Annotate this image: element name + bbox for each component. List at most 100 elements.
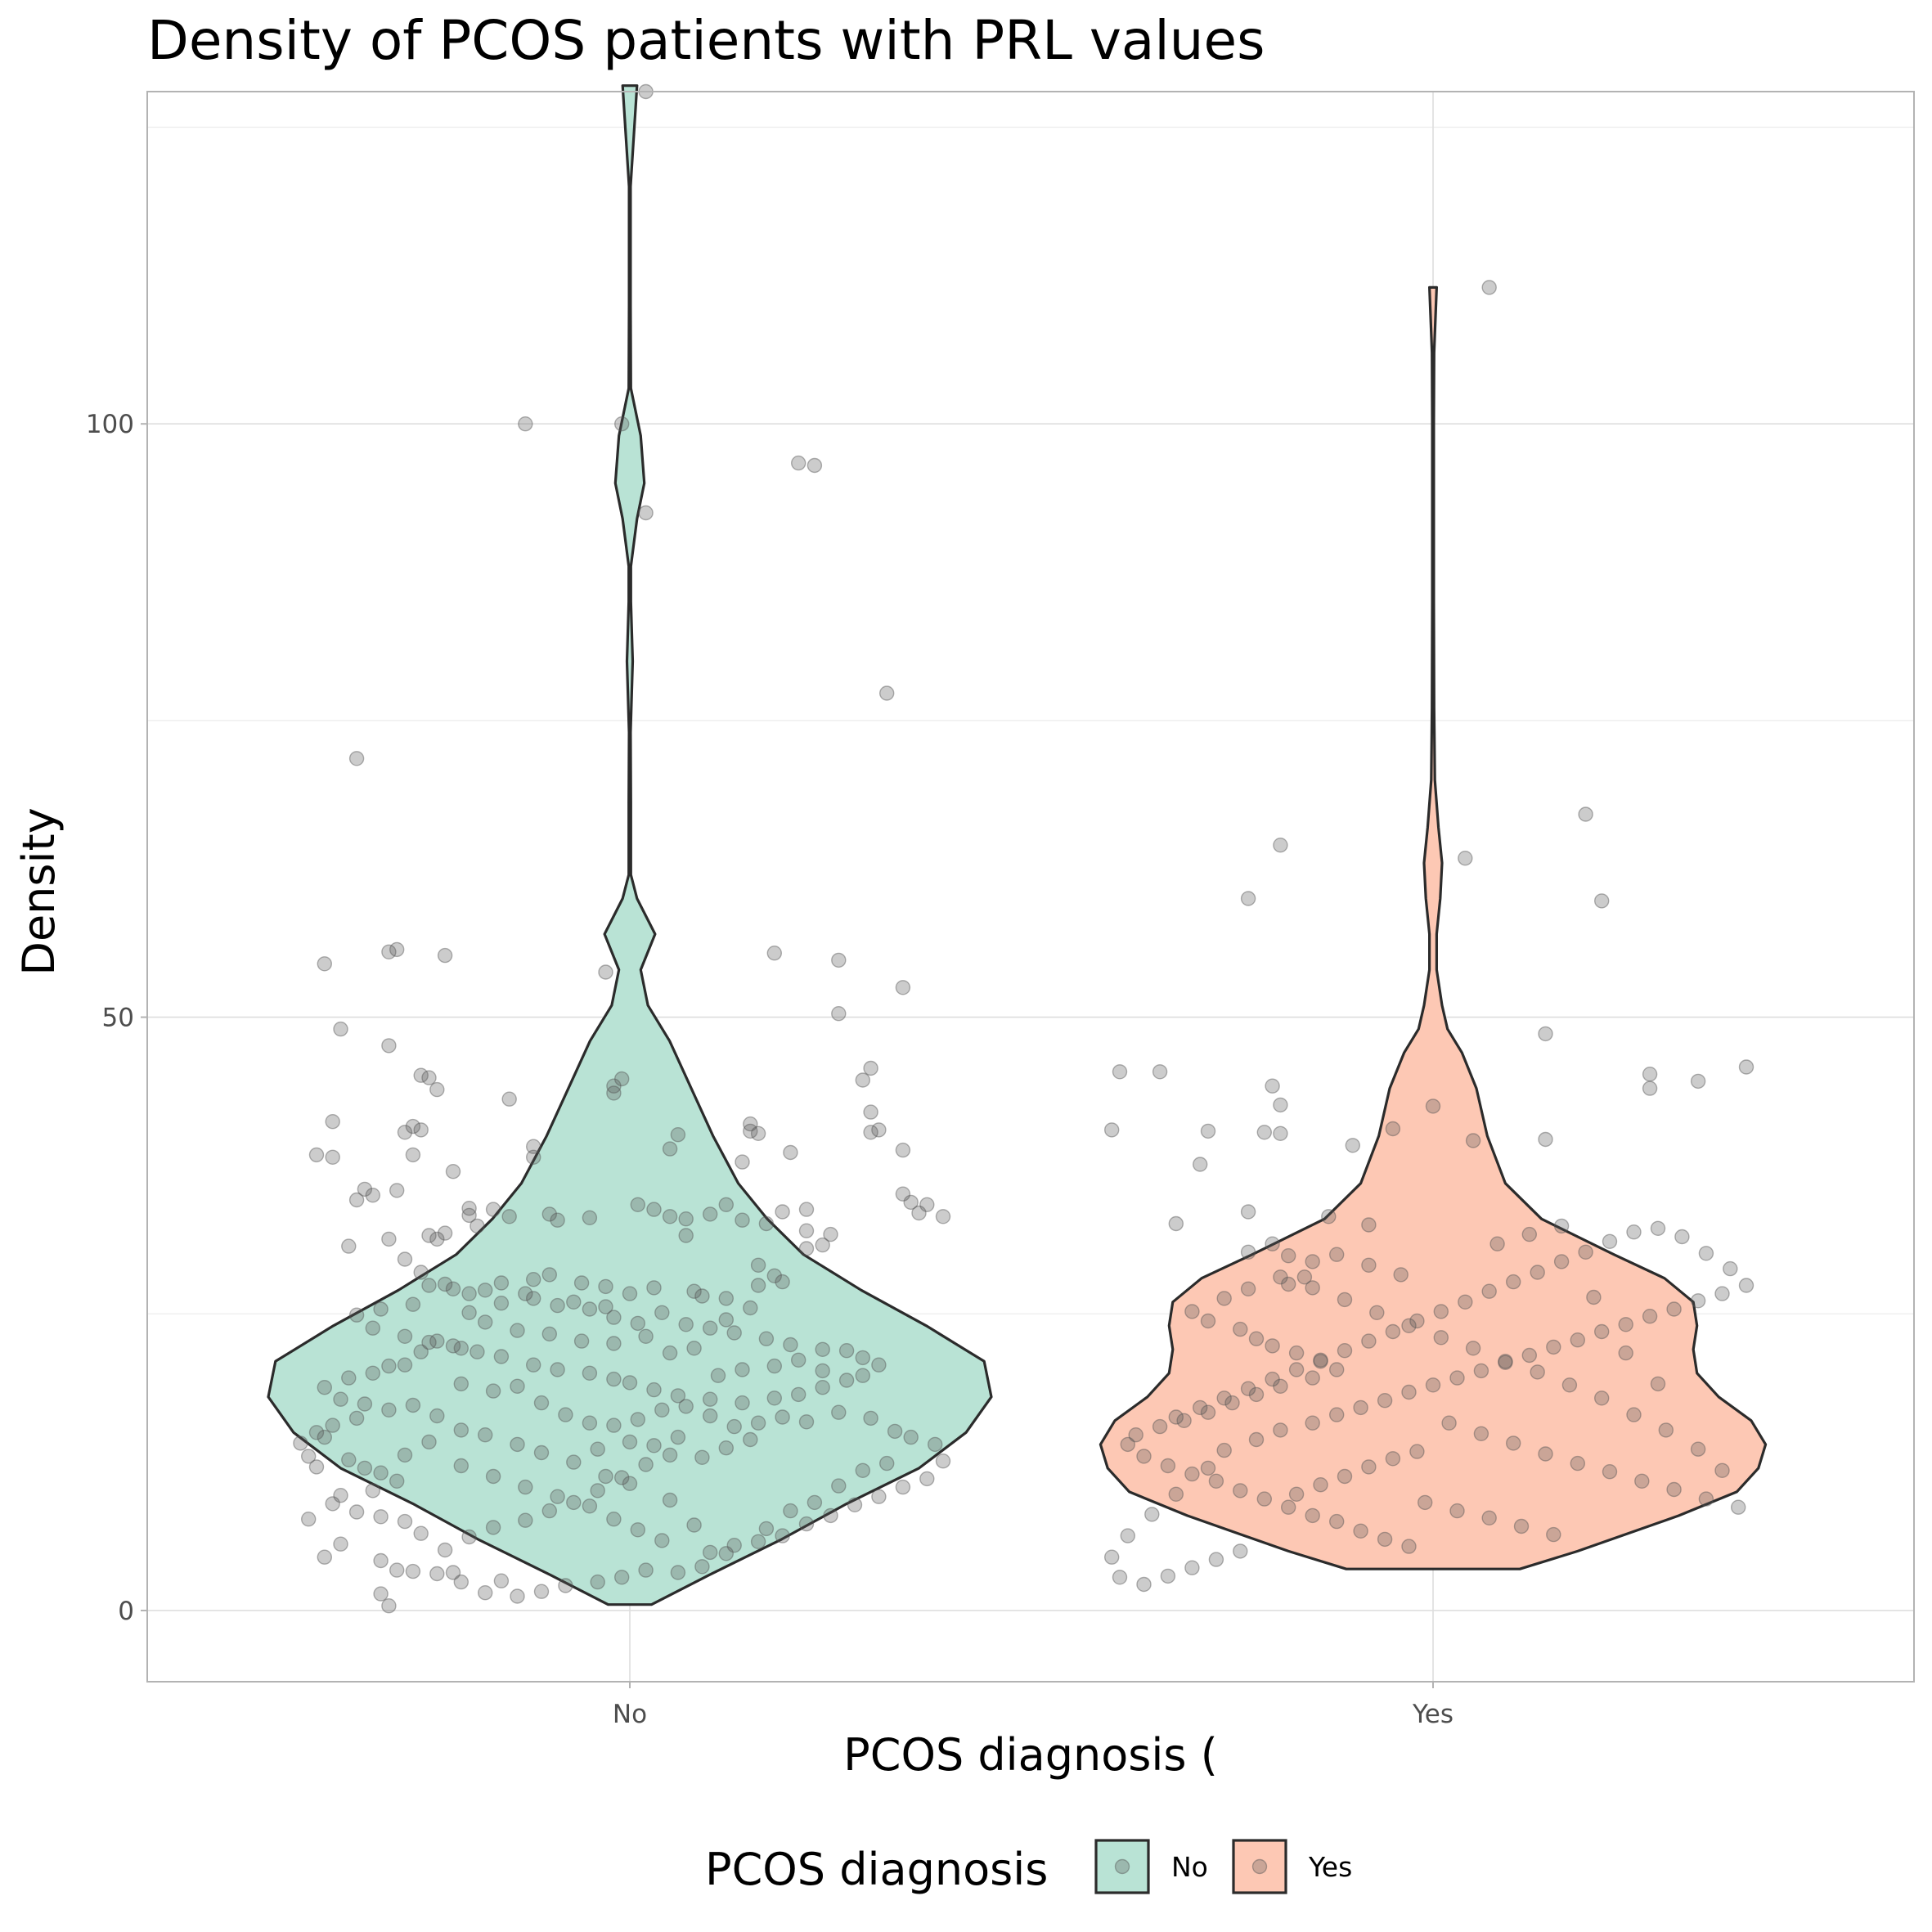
data-point-no <box>381 1038 397 1054</box>
data-point-no <box>622 1375 638 1391</box>
data-point-no <box>775 1204 790 1220</box>
data-point-no <box>758 1215 775 1232</box>
data-point-no <box>735 1395 750 1411</box>
data-point-no <box>798 1202 815 1217</box>
data-point-yes <box>1120 1436 1136 1453</box>
data-point-no <box>743 1431 758 1448</box>
data-point-no <box>325 1149 340 1166</box>
data-point-no <box>638 1328 654 1345</box>
data-point-yes <box>1296 1269 1313 1285</box>
data-point-no <box>703 1206 718 1222</box>
data-point-no <box>317 1379 332 1395</box>
data-point-yes <box>1160 1568 1176 1584</box>
data-point-no <box>686 1341 702 1356</box>
data-point-no <box>437 1225 453 1241</box>
data-point-no <box>766 1358 782 1374</box>
plot-panel <box>146 91 1915 1683</box>
data-point-yes <box>1546 1339 1561 1355</box>
data-point-yes <box>1393 1267 1409 1283</box>
data-point-yes <box>1176 1413 1192 1429</box>
data-point-no <box>413 1344 429 1359</box>
data-point-no <box>766 1268 782 1284</box>
data-point-no <box>614 1071 630 1087</box>
data-point-no <box>541 1206 557 1222</box>
data-point-no <box>919 1471 935 1487</box>
data-point-yes <box>1337 1292 1353 1308</box>
data-point-yes <box>1240 1281 1256 1297</box>
data-point-no <box>333 1487 348 1503</box>
data-point-no <box>662 1209 678 1224</box>
data-point-no <box>429 1081 445 1098</box>
data-point-no <box>863 1104 878 1120</box>
data-point-no <box>703 1544 718 1561</box>
data-point-no <box>630 1315 645 1332</box>
data-point-yes <box>1441 1415 1457 1431</box>
data-point-yes <box>1553 1218 1570 1234</box>
y-axis-title: Density <box>13 807 65 975</box>
violins <box>267 84 1768 1606</box>
data-point-yes <box>1152 1418 1168 1435</box>
data-point-yes <box>1546 1526 1561 1543</box>
data-point-no <box>662 1345 678 1361</box>
data-point-yes <box>1337 1342 1353 1359</box>
data-point-yes <box>1401 1539 1417 1554</box>
data-point-yes <box>1714 1462 1730 1479</box>
data-point-no <box>654 1533 670 1548</box>
data-point-yes <box>1216 1442 1232 1458</box>
legend-key-no <box>1094 1839 1150 1894</box>
data-point-yes <box>1128 1427 1143 1443</box>
data-point-yes <box>1256 1491 1273 1507</box>
legend-key-point <box>1251 1858 1268 1875</box>
data-point-no <box>582 1301 598 1317</box>
data-point-no <box>654 1402 670 1418</box>
data-point-yes <box>1248 1386 1265 1403</box>
data-point-no <box>726 1537 742 1553</box>
data-point-no <box>582 1210 598 1226</box>
data-point-no <box>662 1492 678 1508</box>
data-point-yes <box>1674 1229 1690 1245</box>
data-point-no <box>686 1283 702 1299</box>
data-point-no <box>389 1562 405 1578</box>
data-point-no <box>823 1226 838 1242</box>
data-point-yes <box>1313 1352 1328 1368</box>
data-point-no <box>735 1362 750 1377</box>
data-point-yes <box>1602 1463 1618 1480</box>
data-point-no <box>838 1342 855 1359</box>
data-point-no <box>678 1211 694 1227</box>
data-point-yes <box>1377 1392 1393 1409</box>
data-point-no <box>606 1078 622 1094</box>
data-point-yes <box>1481 1510 1497 1526</box>
data-point-no <box>678 1317 694 1332</box>
data-point-no <box>293 1436 308 1451</box>
data-point-yes <box>1265 1078 1280 1094</box>
data-point-no <box>365 1320 380 1336</box>
data-point-yes <box>1168 1486 1184 1503</box>
data-point-no <box>630 1197 645 1213</box>
data-point-no <box>927 1436 943 1453</box>
data-point-yes <box>1112 1570 1128 1585</box>
data-point-no <box>606 1310 622 1325</box>
data-point-no <box>798 1223 815 1238</box>
data-point-no <box>485 1383 501 1399</box>
data-point-no <box>485 1520 501 1535</box>
data-point-no <box>381 1231 397 1247</box>
data-point-no <box>806 457 823 474</box>
data-point-no <box>718 1440 734 1456</box>
data-point-no <box>405 1563 421 1579</box>
data-point-no <box>598 964 613 980</box>
data-point-no <box>895 1479 911 1495</box>
data-point-no <box>815 1237 830 1253</box>
data-point-no <box>703 1320 718 1336</box>
data-point-no <box>429 1231 445 1247</box>
data-point-yes <box>1152 1064 1168 1080</box>
data-point-yes <box>1160 1458 1176 1474</box>
data-point-no <box>654 1305 670 1321</box>
data-point-yes <box>1313 1476 1328 1493</box>
data-point-yes <box>1505 1274 1521 1290</box>
data-point-no <box>726 1325 742 1341</box>
data-point-yes <box>1240 1381 1256 1396</box>
data-point-no <box>638 1562 654 1578</box>
data-point-yes <box>1433 1304 1449 1319</box>
data-point-no <box>348 1307 365 1323</box>
data-point-no <box>493 1573 510 1588</box>
